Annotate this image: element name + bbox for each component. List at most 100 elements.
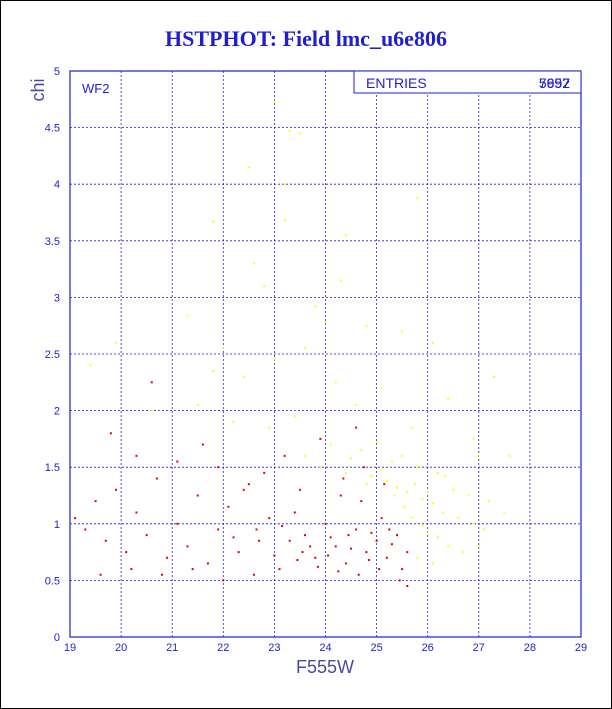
data-point [252, 262, 255, 265]
data-point [222, 579, 225, 582]
data-point [411, 517, 414, 520]
data-point [293, 511, 296, 514]
y-tick-label: 1 [54, 519, 60, 531]
field-label: WF2 [82, 81, 109, 96]
data-point [130, 568, 133, 571]
data-point [426, 491, 429, 494]
data-point [176, 522, 179, 525]
data-point [488, 500, 491, 503]
data-point [362, 466, 365, 469]
data-point [135, 511, 138, 514]
stats-label: ENTRIES [366, 75, 427, 91]
data-point [298, 488, 301, 491]
data-point [355, 403, 358, 406]
data-point [268, 426, 271, 429]
y-axis-title: chi [28, 78, 48, 101]
data-point [367, 559, 370, 562]
data-point [421, 497, 424, 500]
x-tick-label: 23 [268, 642, 280, 654]
data-point [273, 358, 276, 361]
data-point [329, 536, 332, 539]
data-point [396, 486, 399, 489]
data-point [357, 573, 360, 576]
data-point [401, 454, 404, 457]
data-point [283, 183, 286, 186]
data-point [186, 314, 189, 317]
data-point [436, 536, 439, 539]
data-point [135, 454, 138, 457]
data-point [150, 381, 153, 384]
y-tick-label: 0 [54, 632, 60, 644]
data-point [196, 403, 199, 406]
data-point [314, 305, 317, 308]
data-point [457, 517, 460, 520]
data-point [247, 166, 250, 169]
data-point [416, 556, 419, 559]
data-point [296, 559, 299, 562]
data-point [114, 488, 117, 491]
data-point [452, 488, 455, 491]
x-tick-label: 24 [319, 642, 331, 654]
data-point [360, 449, 363, 452]
data-point [288, 539, 291, 542]
data-point [309, 545, 312, 548]
data-point [431, 502, 434, 505]
data-point [411, 426, 414, 429]
data-point [416, 466, 419, 469]
data-point [431, 562, 434, 565]
data-point [370, 475, 373, 478]
data-point [477, 545, 480, 548]
data-point [344, 562, 347, 565]
data-point [242, 488, 245, 491]
data-point [273, 100, 276, 103]
data-point [401, 568, 404, 571]
data-point [467, 494, 470, 497]
data-point [403, 505, 406, 508]
tick-labels: 19 20 21 22 23 24 25 26 27 28 29 0 0.5 1 1.5 2 2.5 3 3.5 4 4… [45, 66, 587, 654]
data-point [263, 285, 266, 288]
data-point [442, 511, 445, 514]
data-point [398, 579, 401, 582]
data-point [252, 573, 255, 576]
data-point [477, 454, 480, 457]
data-point [304, 347, 307, 350]
data-point [74, 517, 77, 520]
data-point [268, 517, 271, 520]
x-axis-title: F555W [296, 657, 354, 677]
data-point [319, 466, 322, 469]
x-tick-label: 20 [115, 642, 127, 654]
data-point [293, 415, 296, 418]
data-point [232, 536, 235, 539]
data-point [375, 441, 378, 444]
data-point [380, 386, 383, 389]
y-tick-label: 0.5 [45, 575, 60, 587]
data-point [472, 522, 475, 525]
y-tick-label: 4 [54, 179, 60, 191]
y-tick-label: 2 [54, 406, 60, 418]
data-point [176, 460, 179, 463]
stats-value-1: 7997 [539, 75, 570, 91]
data-point [298, 132, 301, 135]
x-tick-label: 22 [217, 642, 229, 654]
data-point [166, 556, 169, 559]
data-point [232, 420, 235, 423]
data-point [206, 562, 209, 565]
data-point [227, 505, 230, 508]
data-point [431, 341, 434, 344]
data-point [242, 375, 245, 378]
data-point [324, 522, 327, 525]
data-point [375, 539, 378, 542]
data-point [263, 471, 266, 474]
data-point [447, 398, 450, 401]
data-point [378, 568, 381, 571]
data-point [365, 551, 368, 554]
data-point [201, 443, 204, 446]
data-point [383, 483, 386, 486]
data-point [342, 477, 345, 480]
data-point [508, 454, 511, 457]
data-point [288, 129, 291, 132]
data-point [426, 531, 429, 534]
data-point [447, 545, 450, 548]
data-point [350, 547, 353, 550]
data-point [388, 528, 391, 531]
